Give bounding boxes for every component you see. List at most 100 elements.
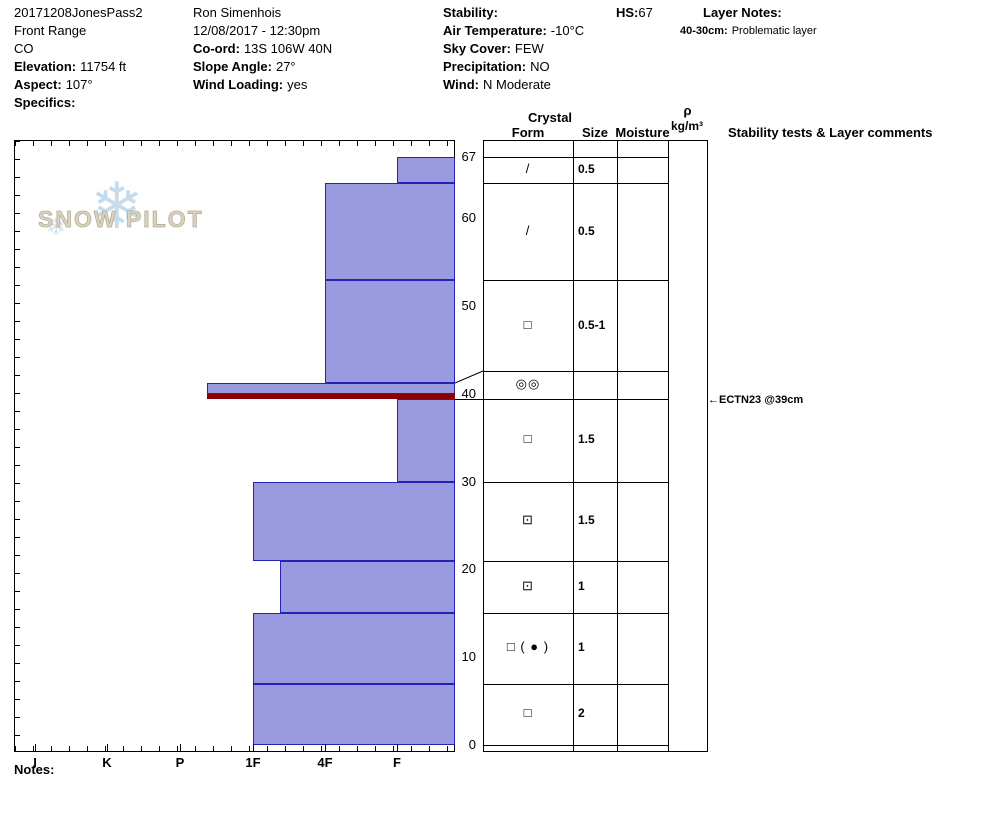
pit-title: 20171208JonesPass2	[14, 5, 143, 20]
depth-axis-label: 50	[461, 298, 476, 314]
thin-layer-connector	[455, 370, 484, 400]
stability-test-annotation: ←ECTN23 @39cm	[708, 393, 804, 406]
air-temp-label: Air Temperature:	[443, 23, 547, 38]
table-row-line	[483, 371, 668, 373]
table-row-line	[483, 399, 668, 401]
location-info: 20171208JonesPass2 Front Range CO Elevat…	[14, 4, 143, 112]
aspect-value: 107°	[65, 77, 93, 92]
table-row-line	[483, 560, 668, 562]
slope-angle-row: Slope Angle: 27°	[193, 58, 332, 76]
hardness-bar	[253, 481, 455, 561]
observation-datetime: 12/08/2017 - 12:30pm	[193, 23, 321, 38]
hardness-major-tick	[253, 744, 254, 752]
hardness-bar	[253, 613, 455, 684]
crystal-size: 1.5	[578, 432, 595, 447]
precip-row: Precipitation: NO	[443, 58, 584, 76]
table-row-line	[483, 683, 668, 685]
snowflake-icon: ❄	[90, 170, 144, 242]
sky-cover-row: Sky Cover: FEW	[443, 40, 584, 58]
aspect-row: Aspect: 107°	[14, 76, 143, 94]
form-size-divider	[573, 140, 574, 752]
layer-notes-title: Layer Notes:	[680, 4, 817, 22]
crystal-form: /	[525, 222, 531, 238]
slope-angle-value: 27°	[275, 59, 296, 74]
density-comments-divider	[707, 140, 708, 752]
depth-axis-label: 60	[461, 210, 476, 226]
table-bottom-border	[483, 751, 708, 752]
hardness-bar	[397, 399, 455, 482]
depth-axis-label: 20	[461, 561, 476, 577]
hardness-axis-label: I	[33, 755, 37, 770]
pit-region: Front Range	[14, 23, 87, 38]
elevation-value: 11754 ft	[80, 59, 127, 74]
elevation-row: Elevation: 11754 ft	[14, 58, 143, 76]
hardness-major-tick	[107, 744, 108, 752]
hardness-bar	[207, 383, 455, 394]
crystal-column-header: Crystal	[527, 110, 573, 125]
hardness-major-tick	[397, 744, 398, 752]
wind-loading-row: Wind Loading: yes	[193, 76, 332, 94]
crystal-size: 1	[578, 640, 585, 655]
hardness-bar	[253, 683, 455, 745]
hardness-bar	[325, 279, 455, 384]
precip-value: NO	[530, 59, 550, 74]
layer-note-text: Problematic layer	[731, 25, 817, 37]
crystal-size: 1.5	[578, 513, 595, 528]
air-temp-row: Air Temperature: -10°C	[443, 22, 584, 40]
hardness-major-tick	[180, 744, 181, 752]
crystal-size: 0.5-1	[578, 317, 606, 332]
layer-note-depth: 40-30cm:	[680, 25, 728, 37]
crystal-size: 2	[578, 706, 585, 721]
snow-height-info: HS:67	[616, 4, 653, 22]
table-row-line	[483, 279, 668, 281]
size-moisture-divider	[617, 140, 618, 752]
air-temp-value: -10°C	[550, 23, 585, 38]
size-column-header: Size	[581, 125, 608, 140]
crystal-size: 0.5	[578, 162, 595, 177]
stability-label: Stability:	[443, 5, 498, 20]
table-top-border	[483, 140, 708, 141]
crystal-size: 1	[578, 579, 585, 594]
hs-label: HS:	[616, 5, 639, 20]
specifics-label: Specifics:	[14, 95, 76, 110]
observer-name: Ron Simenhois	[193, 5, 282, 20]
crystal-form: □ ( ● )	[506, 639, 550, 655]
density-units-header: kg/m³	[670, 119, 703, 133]
precip-label: Precipitation:	[443, 59, 527, 74]
aspect-label: Aspect:	[14, 77, 62, 92]
crystal-form: ⊡	[522, 512, 534, 528]
wind-loading-label: Wind Loading:	[193, 77, 284, 92]
elevation-label: Elevation:	[14, 59, 77, 74]
stability-row: Stability:	[443, 4, 584, 22]
hardness-bar	[280, 560, 455, 614]
sky-cover-value: FEW	[514, 41, 544, 56]
depth-axis-label: 40	[461, 385, 476, 401]
table-row-line	[483, 745, 668, 746]
depth-axis-label: 30	[461, 473, 476, 489]
snowpilot-logo: ❄ ❄ SNOW PILOT	[38, 174, 218, 252]
crystal-size: 0.5	[578, 223, 595, 238]
crystal-form: □	[523, 705, 533, 721]
hardness-axis-label: P	[175, 755, 185, 770]
hardness-axis-label: K	[102, 755, 112, 770]
hs-row: HS:67	[616, 4, 653, 22]
moisture-density-divider	[668, 140, 669, 752]
conditions-info: Stability: Air Temperature: -10°C Sky Cov…	[443, 4, 584, 94]
hs-value: 67	[638, 5, 653, 20]
moisture-column-header: Moisture	[615, 125, 670, 140]
hardness-major-tick	[35, 744, 36, 752]
wind-row: Wind: N Moderate	[443, 76, 584, 94]
crystal-form: □	[523, 431, 533, 447]
coord-value: 13S 106W 40N	[243, 41, 333, 56]
notes-label: Notes:	[14, 762, 55, 777]
crystal-form: ⊡	[522, 578, 534, 594]
wind-loading-value: yes	[287, 77, 308, 92]
weak-layer-bar	[207, 393, 455, 400]
logo-text: SNOW PILOT	[38, 206, 204, 233]
form-column-header: Form	[511, 125, 545, 140]
wind-label: Wind:	[443, 77, 479, 92]
coord-row: Co-ord: 13S 106W 40N	[193, 40, 332, 58]
hardness-axis-label: 4F	[317, 755, 333, 770]
depth-axis-label: 10	[461, 649, 476, 665]
